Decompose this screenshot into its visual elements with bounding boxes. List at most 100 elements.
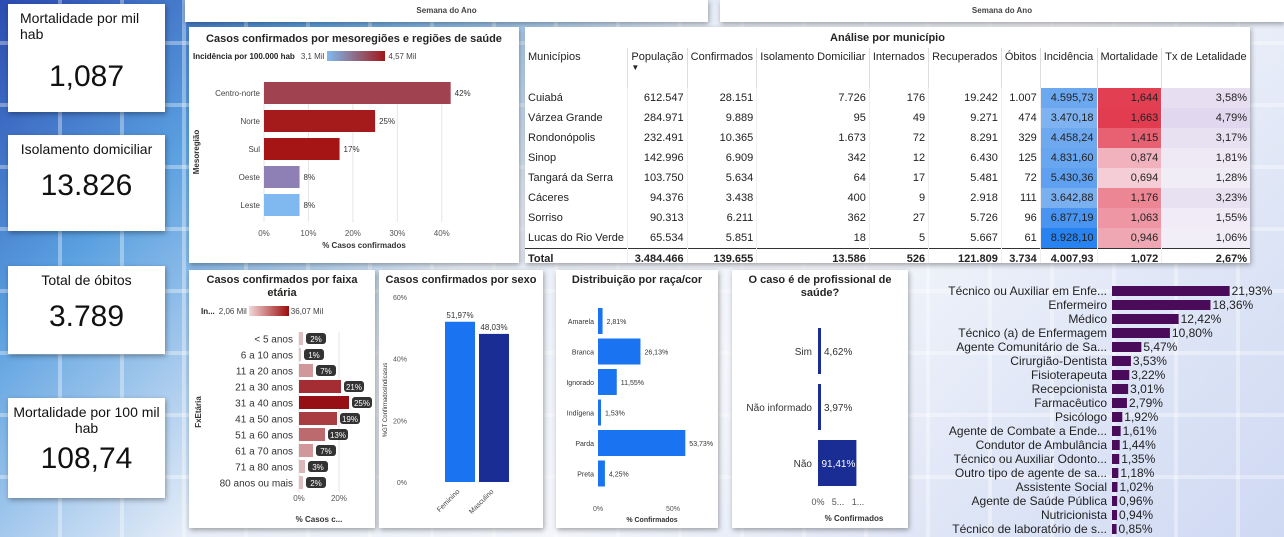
bar-race[interactable]	[598, 430, 686, 456]
bar-occupation[interactable]	[1112, 510, 1118, 520]
x-axis-label: Semana do Ano	[971, 6, 1033, 15]
bar-feminino[interactable]	[445, 321, 475, 482]
column-header[interactable]: Incidência	[1039, 48, 1098, 88]
table-row[interactable]: Tangará da Serra 103.750 5.634 64 17 5.481 72 5…	[525, 168, 1250, 188]
column-header[interactable]: Óbitos	[1000, 48, 1041, 88]
bar-age-group[interactable]	[299, 364, 313, 377]
bar-age-group[interactable]	[299, 332, 303, 345]
prof-chart[interactable]: O caso é de profissional de saúde? Sim 4,…	[732, 270, 908, 528]
column-header[interactable]: Confirmados	[686, 48, 757, 88]
total-cell: 526	[868, 247, 929, 263]
data-label: 1%	[308, 351, 320, 360]
sort-down-icon[interactable]: ▼	[631, 63, 640, 72]
bar-occupation[interactable]	[1112, 328, 1170, 338]
municipio-table[interactable]: Municípios População ▼ Confirmados Isolament…	[525, 48, 1250, 263]
data-label-badge[interactable]	[340, 413, 360, 424]
municipio-table-card[interactable]: Análise por município Municípios Populaçã…	[525, 27, 1250, 263]
bar-age-group[interactable]	[299, 428, 325, 441]
data-label-badge[interactable]	[316, 445, 336, 456]
column-header[interactable]: População ▼	[627, 48, 688, 88]
bar-occupation[interactable]	[1112, 496, 1118, 506]
kpi-isolamento: Isolamento domiciliar 13.826	[8, 135, 165, 231]
sexo-chart[interactable]: Casos confirmados por sexo 0% 20% 40% 60% %G…	[379, 270, 543, 528]
column-header[interactable]: Mortalidade	[1096, 48, 1162, 88]
table-row[interactable]: Cuiabá 612.547 28.151 7.726 176 19.242 1.007 4.…	[525, 88, 1250, 108]
bar-occupation[interactable]	[1112, 314, 1179, 324]
category-label: Branca	[572, 350, 594, 357]
bar-sul[interactable]	[264, 138, 340, 160]
data-label-badge[interactable]	[328, 429, 348, 440]
bar-age-group[interactable]	[299, 396, 349, 409]
table-cell: 5.481	[928, 168, 1002, 188]
data-label: 0,85%	[1119, 522, 1153, 536]
category-label: Recepcionista	[1032, 382, 1108, 396]
bar-occupation[interactable]	[1112, 286, 1230, 296]
bar-occupation[interactable]	[1112, 482, 1118, 492]
bar-occupation[interactable]	[1112, 440, 1120, 450]
category-label: 51 a 60 anos	[235, 431, 293, 442]
data-label-badge[interactable]	[344, 381, 364, 392]
bar-occupation[interactable]	[1112, 524, 1117, 534]
table-row[interactable]: Rondonópolis 232.491 10.365 1.673 72 8.291 329…	[525, 128, 1250, 148]
bar-occupation[interactable]	[1112, 412, 1123, 422]
bar-centro-norte[interactable]	[264, 82, 451, 104]
bar-occupation[interactable]	[1112, 342, 1142, 352]
table-cell: 95	[756, 108, 870, 128]
table-cell: 1,81%	[1161, 148, 1250, 168]
column-header[interactable]: Recuperados	[928, 48, 1002, 88]
bar-age-group[interactable]	[299, 348, 301, 361]
bar-race[interactable]	[598, 369, 617, 395]
bar-occupation[interactable]	[1112, 384, 1129, 394]
data-label-badge[interactable]	[304, 349, 324, 360]
meso-chart[interactable]: Casos confirmados por mesoregiões e regi…	[189, 27, 519, 263]
column-header[interactable]: Internados	[868, 48, 929, 88]
bar-norte[interactable]	[264, 110, 376, 132]
bar-occupation[interactable]	[1112, 426, 1121, 436]
y-tick-label: 40%	[393, 357, 407, 364]
faixa-chart[interactable]: Casos confirmados por faixa etária In...…	[189, 270, 375, 528]
table-cell: 4.595,73	[1039, 88, 1098, 108]
bar-occupation[interactable]	[1112, 356, 1131, 366]
bar-occupation[interactable]	[1112, 454, 1120, 464]
table-row[interactable]: Sorriso 90.313 6.211 362 27 5.726 96 6.877,19 1,…	[525, 208, 1250, 228]
bar-masculino[interactable]	[479, 333, 509, 482]
data-label: 19%	[342, 415, 358, 424]
table-row[interactable]: Lucas do Rio Verde 65.534 5.851 18 5 5.667 61 8…	[525, 228, 1250, 248]
data-label: 1,92%	[1124, 410, 1158, 424]
table-row[interactable]: Sinop 142.996 6.909 342 12 6.430 125 4.831,60 0,…	[525, 148, 1250, 168]
bar-occupation[interactable]	[1112, 398, 1127, 408]
raca-chart[interactable]: Distribuição por raça/cor Amarela 2,81% Br…	[556, 270, 718, 528]
data-label-badge[interactable]	[352, 397, 372, 408]
bar-oeste[interactable]	[264, 166, 300, 188]
bar-occupation[interactable]	[1112, 300, 1211, 310]
bar-prof[interactable]	[818, 328, 821, 374]
bar-prof[interactable]	[818, 440, 857, 486]
bar-race[interactable]	[598, 460, 605, 487]
bar-age-group[interactable]	[299, 412, 337, 425]
bar-race[interactable]	[598, 338, 641, 365]
bar-race[interactable]	[598, 399, 601, 426]
table-row[interactable]: Várzea Grande 284.971 9.889 95 49 9.271 474 3.4…	[525, 108, 1250, 128]
data-label-badge[interactable]	[308, 461, 328, 472]
bar-occupation[interactable]	[1112, 468, 1119, 478]
column-header[interactable]: Isolamento Domiciliar	[756, 48, 870, 88]
bar-occupation[interactable]	[1112, 370, 1130, 380]
ocupacao-chart[interactable]: Técnico ou Auxiliar em Enfe... 21,93% Enfe…	[924, 270, 1284, 537]
bar-age-group[interactable]	[299, 476, 303, 489]
data-label-badge[interactable]	[306, 333, 326, 344]
bar-race[interactable]	[598, 308, 603, 334]
prof-plot: Sim 4,62% Não informado 3,97% Não 91,41% 0% 5..…	[746, 328, 884, 523]
bar-leste[interactable]	[264, 194, 300, 216]
data-label-badge[interactable]	[306, 477, 326, 488]
bar-age-group[interactable]	[299, 380, 341, 393]
kpi-value: 13.826	[40, 169, 133, 202]
data-label: 3,97%	[824, 403, 852, 414]
column-header[interactable]: Municípios	[528, 51, 581, 63]
data-label-badge[interactable]	[316, 365, 336, 376]
bar-age-group[interactable]	[299, 444, 313, 457]
bar-prof[interactable]	[818, 384, 821, 430]
column-header[interactable]: Tx de Letalidade	[1161, 48, 1250, 88]
meso-plot: 0% 10% 20% 30% 40% Centro-norte 42% Norte 25% Sul…	[192, 82, 471, 250]
table-row[interactable]: Cáceres 94.376 3.438 400 9 2.918 111 3.642,88 1,…	[525, 188, 1250, 208]
bar-age-group[interactable]	[299, 460, 305, 473]
